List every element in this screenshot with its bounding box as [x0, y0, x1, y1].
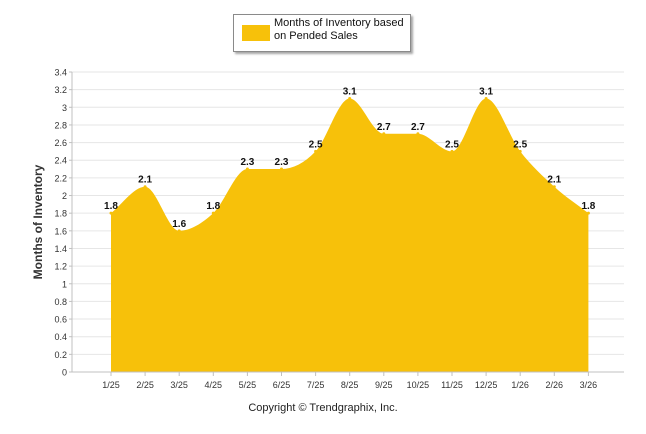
series-area-layer [109, 96, 590, 372]
legend-label: Months of Inventory based on Pended Sale… [274, 17, 404, 42]
y-tick-label: 1 [62, 279, 67, 289]
data-labels: 1.8 2.1 1.6 1.8 2.3 2.3 2.5 3.1 2.7 2.7 2.5 3.1 2.5 2… [104, 86, 596, 229]
x-tick-label: 12/25 [475, 380, 498, 390]
x-tick-label: 2/25 [136, 380, 154, 390]
data-point [314, 149, 318, 153]
data-label: 3.1 [343, 86, 357, 97]
y-axis-title: Months of Inventory [31, 164, 45, 279]
y-tick-label: 0 [62, 368, 67, 378]
x-tick-label: 2/26 [546, 380, 564, 390]
data-point [280, 167, 283, 171]
y-tick-label: 0.4 [54, 332, 67, 342]
x-tick-label: 10/25 [407, 380, 430, 390]
data-label: 3.1 [479, 86, 493, 97]
y-tick-label: 3 [62, 103, 67, 113]
data-label: 2.5 [513, 139, 527, 150]
y-tick-label: 0.8 [54, 297, 67, 307]
data-label: 2.5 [309, 139, 323, 150]
y-tick-label: 1.2 [54, 262, 67, 272]
data-point [245, 167, 249, 171]
y-tick-label: 1.4 [54, 244, 67, 254]
data-label: 2.3 [275, 157, 289, 168]
x-tick-label: 1/25 [102, 380, 120, 390]
y-tick-label: 1.6 [54, 226, 67, 236]
axes: 0 0.2 0.4 0.6 0.8 1 1.2 1.4 1.6 1.8 2 2.2 2.4 2.6 2.8 3… [31, 68, 624, 390]
data-label: 2.1 [138, 175, 152, 186]
x-tick-label: 3/26 [580, 380, 598, 390]
x-tick-label: 7/25 [307, 380, 325, 390]
copyright-text: Copyright © Trendgraphix, Inc. [248, 402, 398, 414]
legend: Months of Inventory based on Pended Sale… [233, 14, 411, 52]
data-point [211, 211, 215, 215]
x-tick-label: 6/25 [273, 380, 291, 390]
x-tick-label: 8/25 [341, 380, 359, 390]
y-tick-label: 0.2 [54, 350, 67, 360]
x-tick-label: 4/25 [205, 380, 223, 390]
y-tick-label: 2.2 [54, 173, 67, 183]
x-tick-label: 9/25 [375, 380, 393, 390]
data-point [484, 96, 488, 100]
data-point [518, 149, 522, 153]
data-point [177, 229, 181, 233]
data-label: 2.7 [411, 122, 425, 133]
y-tick-label: 0.6 [54, 315, 67, 325]
data-label: 2.1 [547, 175, 561, 186]
y-tick-label: 2 [62, 191, 67, 201]
x-tick-label: 5/25 [239, 380, 257, 390]
data-label: 1.6 [172, 219, 186, 230]
data-label: 2.3 [240, 157, 254, 168]
legend-swatch [242, 25, 270, 41]
data-label: 1.8 [206, 201, 220, 212]
data-point [109, 211, 113, 215]
y-tick-label: 1.8 [54, 209, 67, 219]
data-point [552, 185, 556, 189]
y-tick-label: 2.6 [54, 138, 67, 148]
data-point [143, 185, 147, 189]
y-tick-label: 3.2 [54, 85, 67, 95]
data-point [348, 96, 352, 100]
y-tick-label: 3.4 [54, 68, 67, 78]
data-label: 2.5 [445, 139, 459, 150]
data-point [586, 211, 590, 215]
data-label: 2.7 [377, 122, 391, 133]
data-label: 1.8 [581, 201, 595, 212]
x-tick-label: 11/25 [441, 380, 463, 390]
x-tick-label: 3/25 [170, 380, 188, 390]
data-point [382, 132, 386, 136]
x-tick-label: 1/26 [511, 380, 529, 390]
data-label: 1.8 [104, 201, 118, 212]
y-tick-label: 2.8 [54, 120, 67, 130]
data-point [450, 149, 454, 153]
y-tick-label: 2.4 [54, 156, 67, 166]
data-point [416, 132, 420, 136]
series-area [111, 98, 589, 372]
